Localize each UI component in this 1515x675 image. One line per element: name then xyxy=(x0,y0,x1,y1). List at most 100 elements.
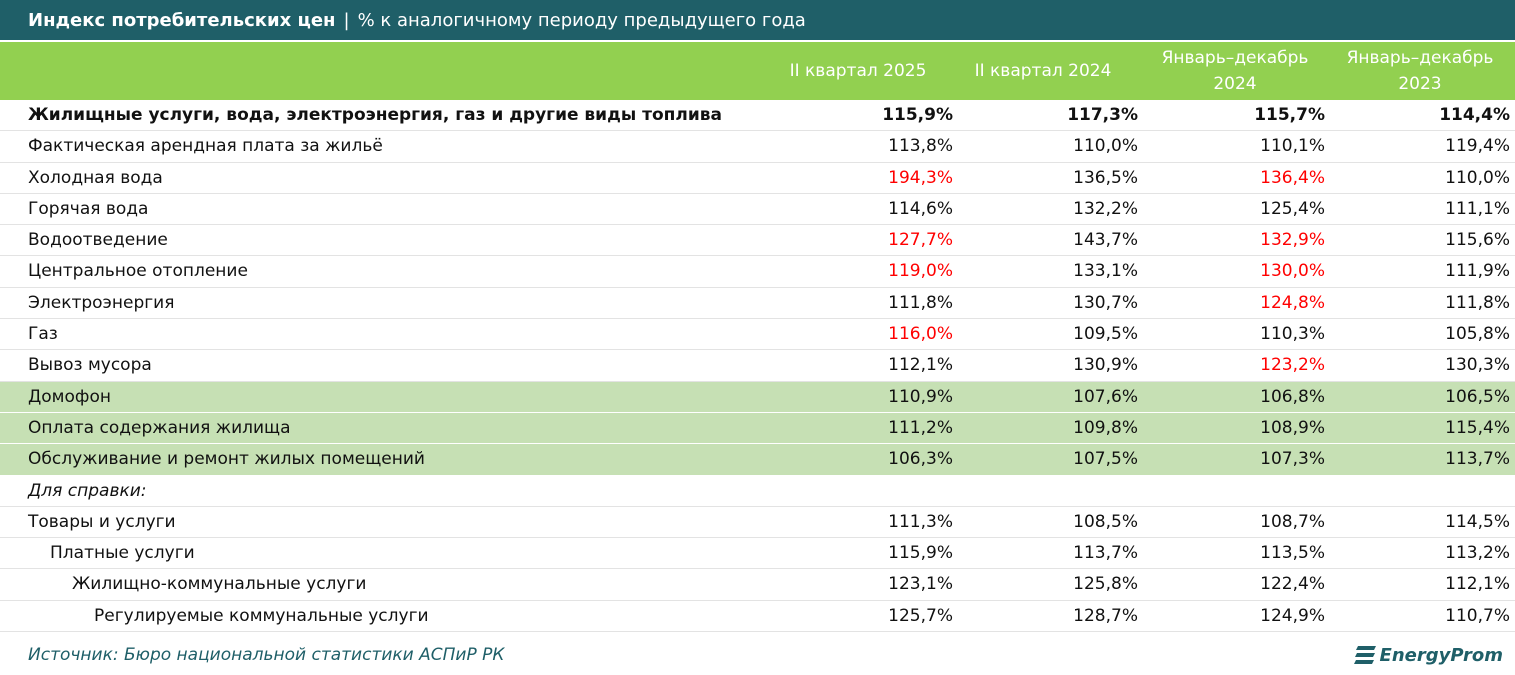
cell-value: 108,9% xyxy=(1260,417,1325,438)
cell-value: 113,2% xyxy=(1445,543,1510,564)
cell-value: 111,2% xyxy=(888,417,953,438)
row-label: Холодная вода xyxy=(28,167,163,188)
cell-value: 117,3% xyxy=(1067,105,1138,125)
cell-value: 107,3% xyxy=(1260,449,1325,470)
cell-value: 125,8% xyxy=(1073,574,1138,595)
table-header: II квартал 2025 II квартал 2024 Январь–дек… xyxy=(0,40,1515,100)
row-label: Электроэнергия xyxy=(28,292,175,313)
cell-value: 130,9% xyxy=(1073,355,1138,376)
cell-value: 111,9% xyxy=(1445,261,1510,282)
table-row: Вывоз мусора 112,1% 130,9% 123,2% 130,3% xyxy=(0,350,1515,382)
table-row: Обслуживание и ремонт жилых помещений 106… xyxy=(0,444,1515,476)
logo: EnergyProm xyxy=(1353,643,1503,667)
cell-value: 107,5% xyxy=(1073,449,1138,470)
table-row: Жилищно-коммунальные услуги 123,1% 125,8% 1… xyxy=(0,569,1515,601)
cell-value: 114,6% xyxy=(888,198,953,219)
cell-value: 125,7% xyxy=(888,605,953,626)
table-row: Для справки: xyxy=(0,476,1515,507)
cell-value: 123,2% xyxy=(1260,355,1325,376)
row-label: Водоотведение xyxy=(28,230,168,251)
cell-value: 115,7% xyxy=(1254,105,1325,125)
row-label: Для справки: xyxy=(28,480,147,501)
table-row: Регулируемые коммунальные услуги 125,7% 12… xyxy=(0,601,1515,633)
row-label: Центральное отопление xyxy=(28,261,248,282)
cell-value: 108,5% xyxy=(1073,511,1138,532)
cell-value: 115,9% xyxy=(882,105,953,125)
table-body: Жилищные услуги, вода, электроэнергия, г… xyxy=(0,100,1515,633)
cell-value: 110,7% xyxy=(1445,605,1510,626)
cell-value: 114,5% xyxy=(1445,511,1510,532)
title: Индекс потребительских цен xyxy=(28,9,336,31)
cell-value: 107,6% xyxy=(1073,386,1138,407)
cell-value: 106,3% xyxy=(888,449,953,470)
cell-value: 113,8% xyxy=(888,136,953,157)
row-label: Горячая вода xyxy=(28,198,149,219)
cell-value: 108,7% xyxy=(1260,511,1325,532)
cell-value: 110,0% xyxy=(1073,136,1138,157)
table-row: Товары и услуги 111,3% 108,5% 108,7% 114,5% xyxy=(0,507,1515,539)
cell-value: 105,8% xyxy=(1445,324,1510,345)
logo-icon xyxy=(1353,646,1376,664)
separator: | xyxy=(343,9,350,31)
row-label: Фактическая арендная плата за жильё xyxy=(28,136,383,157)
cell-value: 111,3% xyxy=(888,511,953,532)
cell-value: 124,8% xyxy=(1260,292,1325,313)
cell-value: 110,1% xyxy=(1260,136,1325,157)
row-label: Регулируемые коммунальные услуги xyxy=(94,605,429,626)
row-label: Товары и услуги xyxy=(28,511,176,532)
cell-value: 130,0% xyxy=(1260,261,1325,282)
cell-value: 115,4% xyxy=(1445,417,1510,438)
cell-value: 113,5% xyxy=(1260,543,1325,564)
cell-value: 113,7% xyxy=(1073,543,1138,564)
cell-value: 132,2% xyxy=(1073,198,1138,219)
cell-value: 115,9% xyxy=(888,543,953,564)
column-header: II квартал 2024 xyxy=(974,61,1112,81)
cell-value: 115,6% xyxy=(1445,230,1510,251)
cell-value: 109,8% xyxy=(1073,417,1138,438)
row-label: Оплата содержания жилища xyxy=(28,417,291,438)
subtitle: % к аналогичному периоду предыдущего год… xyxy=(357,9,806,31)
cell-value: 116,0% xyxy=(888,324,953,345)
row-label: Газ xyxy=(28,324,58,345)
cell-value: 110,9% xyxy=(888,386,953,407)
cell-value: 122,4% xyxy=(1260,574,1325,595)
source: Источник: Бюро национальной статистики А… xyxy=(28,645,505,665)
table-row: Фактическая арендная плата за жильё 113,8… xyxy=(0,131,1515,163)
cell-value: 128,7% xyxy=(1073,605,1138,626)
column-header: Январь–декабрь 2023 xyxy=(1346,48,1494,94)
cell-value: 125,4% xyxy=(1260,198,1325,219)
cell-value: 119,0% xyxy=(888,261,953,282)
cell-value: 111,1% xyxy=(1445,198,1510,219)
cell-value: 123,1% xyxy=(888,574,953,595)
row-label: Жилищно-коммунальные услуги xyxy=(72,574,367,595)
column-header: II квартал 2025 xyxy=(789,61,927,81)
cell-value: 130,7% xyxy=(1073,292,1138,313)
footer: Источник: Бюро национальной статистики А… xyxy=(0,640,1515,675)
title-bar: Индекс потребительских цен | % к аналоги… xyxy=(0,0,1515,40)
table-row: Домофон 110,9% 107,6% 106,8% 106,5% xyxy=(0,381,1515,413)
cell-value: 111,8% xyxy=(888,292,953,313)
cell-value: 112,1% xyxy=(1445,574,1510,595)
cell-value: 194,3% xyxy=(888,167,953,188)
table-row: Жилищные услуги, вода, электроэнергия, г… xyxy=(0,100,1515,132)
column-header: Январь–декабрь 2024 xyxy=(1161,48,1309,94)
table-row: Оплата содержания жилища 111,2% 109,8% 108,… xyxy=(0,412,1515,445)
table-row: Платные услуги 115,9% 113,7% 113,5% 113,2% xyxy=(0,538,1515,570)
cell-value: 133,1% xyxy=(1073,261,1138,282)
cell-value: 114,4% xyxy=(1439,105,1510,125)
cell-value: 112,1% xyxy=(888,355,953,376)
row-label: Обслуживание и ремонт жилых помещений xyxy=(28,449,425,470)
cell-value: 109,5% xyxy=(1073,324,1138,345)
cell-value: 113,7% xyxy=(1445,449,1510,470)
cell-value: 136,5% xyxy=(1073,167,1138,188)
cell-value: 132,9% xyxy=(1260,230,1325,251)
table-row: Водоотведение 127,7% 143,7% 132,9% 115,6% xyxy=(0,225,1515,257)
row-label: Вывоз мусора xyxy=(28,355,152,376)
cell-value: 110,0% xyxy=(1445,167,1510,188)
cell-value: 111,8% xyxy=(1445,292,1510,313)
cell-value: 124,9% xyxy=(1260,605,1325,626)
cell-value: 106,5% xyxy=(1445,386,1510,407)
row-label: Платные услуги xyxy=(50,543,195,564)
cell-value: 143,7% xyxy=(1073,230,1138,251)
